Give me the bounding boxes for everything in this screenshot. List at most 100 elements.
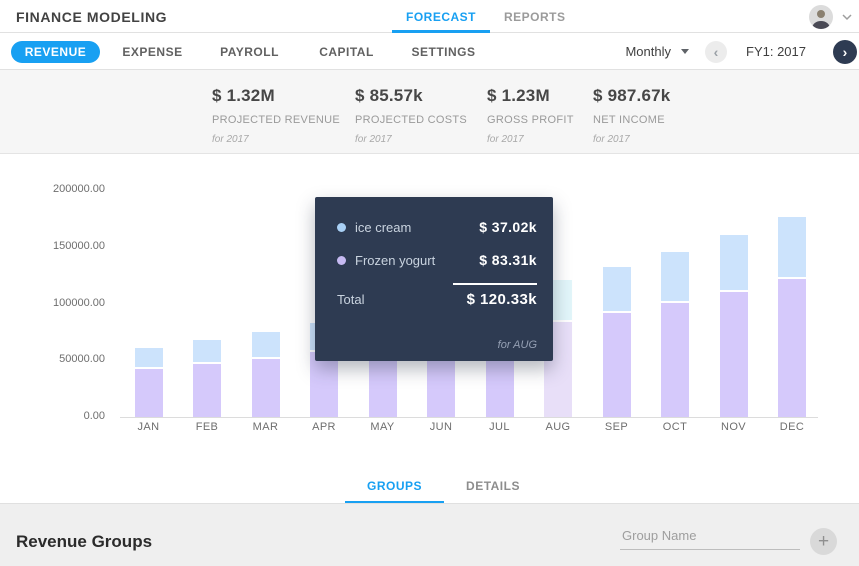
- period-dropdown[interactable]: Monthly: [625, 44, 689, 59]
- y-axis-label: 100000.00: [53, 296, 105, 309]
- kpi-period: for 2017: [212, 134, 249, 145]
- bar-nov[interactable]: [719, 235, 748, 417]
- bar-jan[interactable]: [134, 347, 163, 417]
- tooltip-row: Frozen yogurt $ 83.31k: [337, 252, 537, 268]
- kpi-value: $ 1.23M: [487, 86, 550, 105]
- x-axis-label: MAR: [252, 421, 279, 433]
- y-axis-label: 0.00: [83, 410, 105, 422]
- user-avatar[interactable]: [809, 4, 833, 29]
- bar-segment-ice-cream[interactable]: [251, 332, 280, 359]
- kpi-net-income: $ 987.67k NET INCOME for 2017: [593, 86, 670, 145]
- prev-year-button[interactable]: ‹: [705, 40, 727, 63]
- section-tabs: REVENUE EXPENSE PAYROLL CAPITAL SETTINGS: [7, 33, 492, 70]
- kpi-period: for 2017: [355, 134, 392, 145]
- kpi-label: PROJECTED COSTS: [355, 114, 468, 126]
- x-axis-label: NOV: [720, 421, 747, 433]
- user-menu[interactable]: [809, 0, 853, 33]
- bar-dec[interactable]: [778, 217, 806, 417]
- tooltip-series-label: Frozen yogurt: [355, 252, 436, 268]
- bar-segment-ice-cream[interactable]: [719, 235, 748, 292]
- bar-segment-ice-cream[interactable]: [602, 267, 631, 314]
- page-title: FINANCE MODELING: [16, 9, 168, 25]
- tooltip-total-divider: [453, 283, 537, 285]
- kpi-value: $ 1.32M: [212, 86, 275, 105]
- x-axis-label: AUG: [545, 421, 571, 433]
- person-icon: [809, 4, 833, 29]
- kpi-summary: $ 1.32M PROJECTED REVENUE for 2017 $ 85.…: [0, 70, 859, 154]
- x-axis-label: SEP: [604, 421, 629, 433]
- kpi-period: for 2017: [593, 134, 630, 145]
- x-axis-label: DEC: [779, 421, 805, 433]
- revenue-groups-section: Revenue Groups +: [0, 503, 859, 566]
- tab-forecast[interactable]: FORECAST: [392, 0, 490, 33]
- tooltip-series-label: ice cream: [355, 219, 412, 235]
- bar-segment-frozen-yogurt[interactable]: [251, 358, 280, 417]
- frozen-yogurt-dot-icon: [337, 255, 346, 265]
- tab-capital[interactable]: CAPITAL: [319, 44, 374, 59]
- tooltip-total-label: Total: [337, 292, 365, 307]
- bar-sep[interactable]: [602, 267, 631, 417]
- bar-mar[interactable]: [251, 332, 280, 417]
- tab-settings[interactable]: SETTINGS: [411, 44, 476, 59]
- tab-details[interactable]: DETAILS: [466, 478, 520, 493]
- tab-revenue[interactable]: REVENUE: [7, 40, 104, 63]
- x-axis-label: OCT: [662, 421, 688, 433]
- bar-segment-frozen-yogurt[interactable]: [602, 313, 631, 417]
- period-controls: Monthly ‹ FY1: 2017 ›: [625, 33, 859, 70]
- tooltip-total-value: $ 120.33k: [466, 291, 537, 308]
- groups-section-title: Revenue Groups: [16, 532, 153, 551]
- next-year-button[interactable]: ›: [833, 39, 857, 64]
- kpi-label: GROSS PROFIT: [487, 114, 574, 126]
- bar-segment-ice-cream[interactable]: [134, 347, 163, 370]
- kpi-projected-revenue: $ 1.32M PROJECTED REVENUE for 2017: [212, 86, 340, 145]
- bar-segment-frozen-yogurt[interactable]: [310, 352, 338, 417]
- tooltip-total-row: Total $ 120.33k: [337, 291, 537, 308]
- bar-segment-frozen-yogurt[interactable]: [193, 363, 221, 417]
- x-axis-label: MAY: [370, 421, 395, 433]
- top-nav: FORECAST REPORTS: [392, 0, 580, 33]
- revenue-pill[interactable]: REVENUE: [10, 40, 101, 63]
- detail-tabs: GROUPS DETAILS: [14, 470, 859, 503]
- chevron-down-icon[interactable]: [841, 11, 853, 23]
- tab-expense[interactable]: EXPENSE: [122, 44, 183, 59]
- period-dropdown-value: Monthly: [625, 44, 671, 59]
- add-group-button[interactable]: +: [810, 528, 837, 555]
- group-name-input[interactable]: [620, 526, 800, 550]
- bar-segment-frozen-yogurt[interactable]: [661, 302, 689, 417]
- bar-feb[interactable]: [193, 339, 221, 417]
- bar-segment-frozen-yogurt[interactable]: [134, 369, 163, 417]
- sub-nav: REVENUE EXPENSE PAYROLL CAPITAL SETTINGS…: [0, 33, 859, 70]
- kpi-label: NET INCOME: [593, 114, 665, 126]
- kpi-value: $ 85.57k: [355, 86, 423, 105]
- x-axis-label: JAN: [137, 421, 160, 433]
- fiscal-year-label: FY1: 2017: [746, 44, 806, 59]
- y-axis-label: 200000.00: [53, 183, 105, 195]
- kpi-value: $ 987.67k: [593, 86, 671, 105]
- bar-segment-ice-cream[interactable]: [661, 251, 689, 303]
- bar-segment-frozen-yogurt[interactable]: [719, 291, 748, 417]
- x-axis-label: JUL: [489, 421, 510, 433]
- bar-oct[interactable]: [661, 251, 689, 417]
- chevron-right-icon: ›: [842, 43, 848, 60]
- y-axis-label: 50000.00: [59, 353, 105, 366]
- x-axis-label: JUN: [429, 421, 453, 433]
- bar-segment-ice-cream[interactable]: [778, 217, 806, 280]
- tab-reports[interactable]: REPORTS: [504, 9, 566, 24]
- revenue-chart: ice cream $ 37.02k Frozen yogurt $ 83.31…: [0, 154, 859, 470]
- bar-segment-ice-cream[interactable]: [193, 339, 221, 364]
- tooltip-row: ice cream $ 37.02k: [337, 219, 537, 235]
- tab-groups[interactable]: GROUPS: [345, 470, 445, 503]
- y-axis-label: 150000.00: [53, 239, 105, 252]
- kpi-label: PROJECTED REVENUE: [212, 114, 340, 126]
- tab-payroll[interactable]: PAYROLL: [220, 44, 279, 59]
- kpi-gross-profit: $ 1.23M GROSS PROFIT for 2017: [487, 86, 574, 145]
- x-axis-label: FEB: [195, 421, 219, 433]
- tooltip-series-value: $ 83.31k: [479, 252, 537, 268]
- chevron-left-icon: ‹: [713, 43, 719, 60]
- kpi-period: for 2017: [487, 134, 524, 145]
- bar-segment-frozen-yogurt[interactable]: [778, 279, 806, 417]
- chart-tooltip: ice cream $ 37.02k Frozen yogurt $ 83.31…: [315, 197, 553, 361]
- ice-cream-dot-icon: [337, 222, 346, 232]
- kpi-projected-costs: $ 85.57k PROJECTED COSTS for 2017: [355, 86, 467, 145]
